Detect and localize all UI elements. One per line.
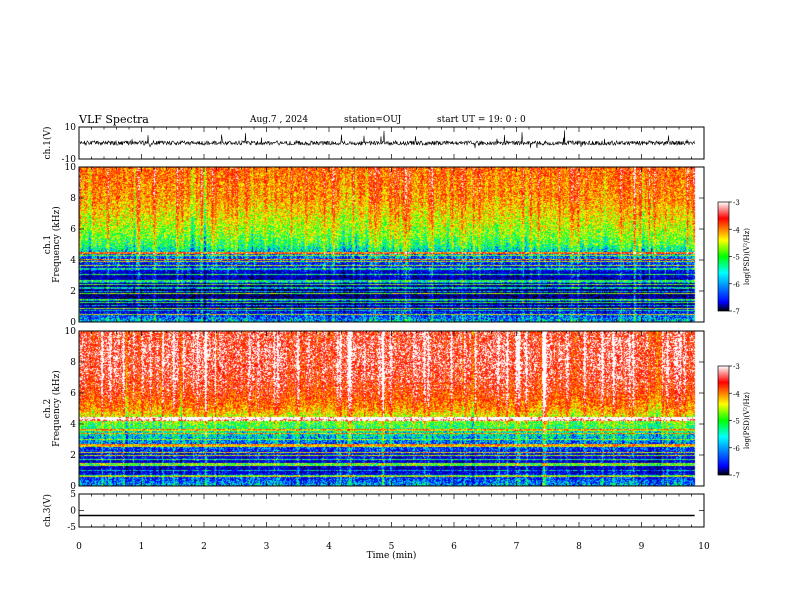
y-tick-label: 4 bbox=[70, 420, 76, 430]
y-tick-label: 4 bbox=[70, 256, 76, 266]
y-tick-label: -5 bbox=[67, 523, 76, 533]
colorbar-label: log(PSD)(V²/Hz) bbox=[743, 392, 751, 449]
y-tick-label: 0 bbox=[70, 507, 76, 517]
ch1-waveform-line bbox=[80, 130, 695, 148]
x-tick-label: 8 bbox=[576, 542, 582, 552]
x-tick-label: 4 bbox=[326, 542, 332, 552]
x-tick-label: 3 bbox=[264, 542, 270, 552]
colorbar-tick-label: -6 bbox=[733, 445, 740, 453]
colorbar-tick-label: -3 bbox=[733, 199, 740, 207]
colorbar-tick-label: -7 bbox=[733, 472, 740, 480]
y-tick-label: 10 bbox=[65, 123, 77, 133]
ch1-spectrogram-image bbox=[79, 167, 704, 322]
y-tick-label: 10 bbox=[65, 327, 77, 337]
x-tick-label: 10 bbox=[698, 542, 710, 552]
colorbar-1 bbox=[718, 202, 729, 311]
y-tick-label: 8 bbox=[70, 194, 76, 204]
colorbar-tick-label: -5 bbox=[733, 418, 740, 426]
y-axis-label: ch.3(V) bbox=[42, 494, 53, 527]
y-axis-label: ch.1(V) bbox=[42, 127, 53, 160]
colorbar-tick-label: -4 bbox=[733, 226, 740, 234]
colorbar-2 bbox=[718, 366, 729, 475]
y-tick-label: 6 bbox=[70, 389, 76, 399]
x-tick-label: 1 bbox=[139, 542, 145, 552]
x-tick-label: 2 bbox=[201, 542, 207, 552]
colorbar-tick-label: -3 bbox=[733, 363, 740, 371]
x-tick-label: 6 bbox=[451, 542, 457, 552]
y-tick-label: 5 bbox=[70, 490, 76, 500]
colorbar-label: log(PSD)(V²/Hz) bbox=[743, 228, 751, 285]
x-axis-label: Time (min) bbox=[367, 550, 417, 561]
y-tick-label: 2 bbox=[70, 287, 76, 297]
colorbar-tick-label: -6 bbox=[733, 281, 740, 289]
y-axis-label: Frequency (kHz) bbox=[51, 370, 62, 447]
ch2-spectrogram-image bbox=[79, 331, 704, 486]
colorbar-tick-label: -5 bbox=[733, 254, 740, 262]
colorbar-tick-label: -7 bbox=[733, 308, 740, 316]
y-axis-label: Frequency (kHz) bbox=[51, 206, 62, 283]
y-tick-label: 10 bbox=[65, 163, 77, 173]
x-tick-label: 7 bbox=[514, 542, 520, 552]
x-tick-label: 0 bbox=[76, 542, 82, 552]
y-tick-label: 2 bbox=[70, 451, 76, 461]
colorbar-tick-label: -4 bbox=[733, 390, 740, 398]
y-tick-label: 8 bbox=[70, 358, 76, 368]
y-tick-label: 6 bbox=[70, 225, 76, 235]
x-tick-label: 9 bbox=[639, 542, 645, 552]
